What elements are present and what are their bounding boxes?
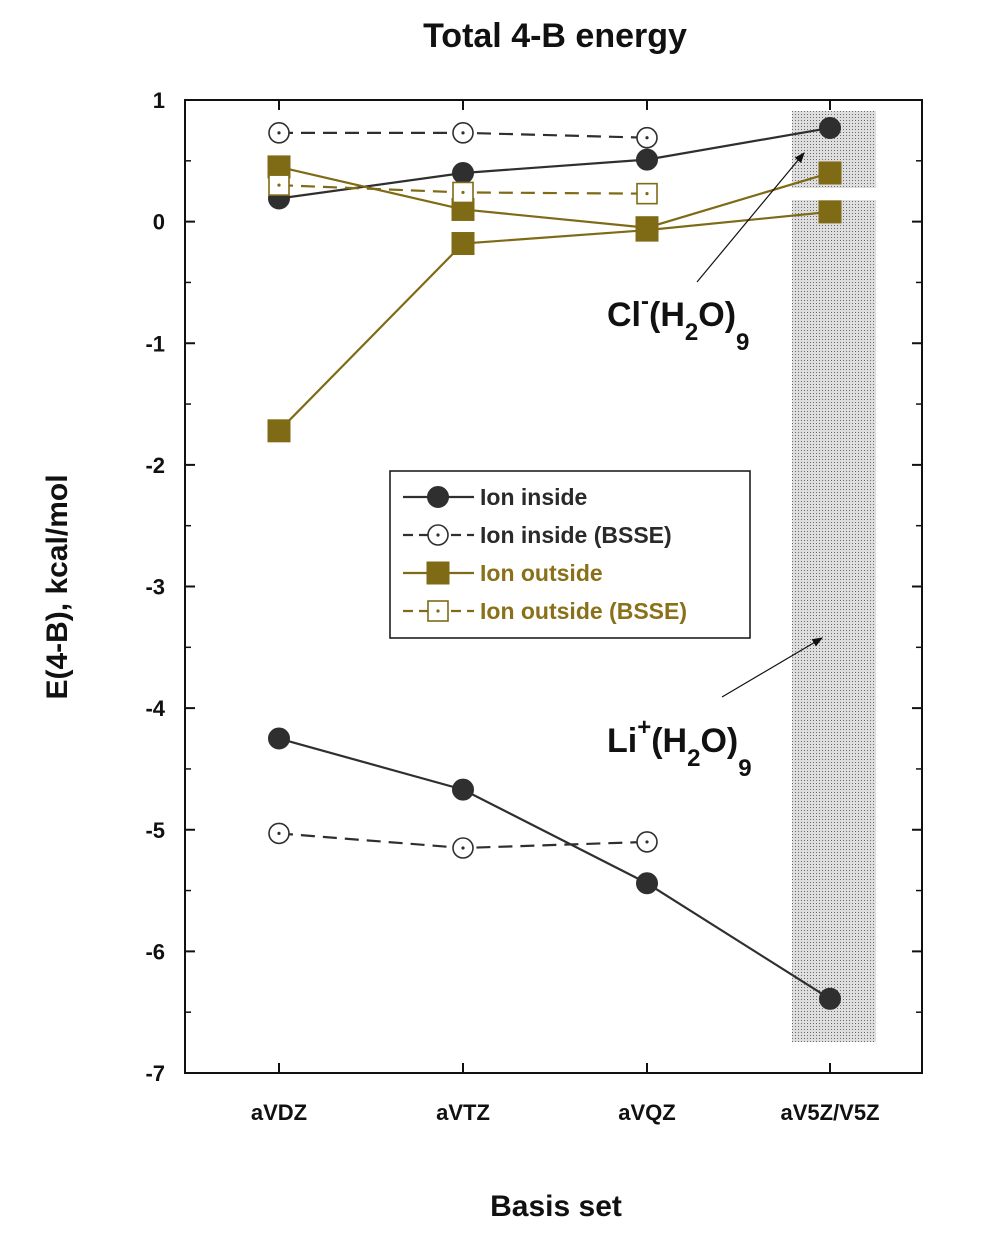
legend-swatch-marker-dot xyxy=(436,609,440,613)
legend-item: Ion inside xyxy=(403,484,587,510)
x-tick-label: aV5Z/V5Z xyxy=(780,1100,879,1125)
y-tick-label: -7 xyxy=(145,1061,165,1086)
data-point-dot xyxy=(461,846,465,850)
v5z-shaded-region xyxy=(792,111,876,1042)
data-point xyxy=(452,161,474,184)
y-tick-label: -6 xyxy=(145,939,165,964)
legend-box xyxy=(389,470,751,639)
x-tick-label: aVQZ xyxy=(618,1100,675,1125)
legend-item: Ion outside (BSSE) xyxy=(403,598,687,624)
legend-label: Ion outside xyxy=(480,560,603,586)
legend-item: Ion inside (BSSE) xyxy=(403,522,672,548)
y-tick-label: -3 xyxy=(145,575,165,600)
data-point-dot xyxy=(461,131,465,135)
legend-swatch-marker-dot xyxy=(436,533,440,537)
data-point xyxy=(267,419,291,443)
y-tick-label: -4 xyxy=(145,696,165,721)
data-point xyxy=(818,161,842,185)
series-6 xyxy=(268,822,658,859)
legend-swatch-marker xyxy=(426,561,450,585)
data-point-dot xyxy=(277,131,281,135)
series-5 xyxy=(268,727,841,1010)
cl-arrow xyxy=(696,152,805,283)
data-point xyxy=(451,232,475,256)
y-tick-label: -2 xyxy=(145,453,165,478)
data-point xyxy=(452,778,474,801)
x-tick-label: aVDZ xyxy=(251,1100,307,1125)
data-point-dot xyxy=(277,183,281,187)
series-1 xyxy=(268,122,658,149)
series-line xyxy=(278,737,831,1000)
x-axis-label: Basis set xyxy=(490,1190,622,1223)
li-cluster-label: Li+(H2O)9 xyxy=(607,714,752,782)
series-3 xyxy=(268,174,658,205)
series-line xyxy=(278,165,831,229)
series-4 xyxy=(267,200,842,443)
data-point-dot xyxy=(645,192,649,196)
legend-label: Ion inside xyxy=(480,484,587,510)
data-point xyxy=(819,116,841,139)
data-point-dot xyxy=(645,136,649,140)
data-point-dot xyxy=(277,831,281,835)
y-axis-label: E(4-B), kcal/mol xyxy=(41,474,74,699)
data-point-dot xyxy=(645,840,649,844)
legend: Ion inside Ion inside (BSSE) Ion outside Io… xyxy=(389,470,751,639)
y-tick-label: 1 xyxy=(153,88,165,113)
data-point xyxy=(636,872,658,895)
series-line xyxy=(278,210,831,432)
data-point xyxy=(819,987,841,1010)
legend-swatch-marker xyxy=(427,486,449,508)
chart-title: Total 4-B energy xyxy=(423,17,687,55)
legend-label: Ion outside (BSSE) xyxy=(480,598,687,624)
data-point-dot xyxy=(461,190,465,195)
y-tick-label: -1 xyxy=(145,331,165,356)
li-arrow xyxy=(721,637,824,698)
legend-item: Ion outside xyxy=(403,560,603,586)
y-tick-label: 0 xyxy=(153,210,165,235)
cl-cluster-label: Cl-(H2O)9 xyxy=(607,288,749,356)
series-0 xyxy=(268,116,841,210)
data-point xyxy=(635,218,659,242)
data-point xyxy=(636,148,658,171)
series-line xyxy=(278,126,831,200)
y-tick-label: -5 xyxy=(145,818,165,843)
data-point xyxy=(268,727,290,750)
legend-label: Ion inside (BSSE) xyxy=(480,522,672,548)
data-point xyxy=(818,200,842,224)
series-2 xyxy=(267,155,842,240)
x-tick-label: aVTZ xyxy=(436,1100,490,1125)
